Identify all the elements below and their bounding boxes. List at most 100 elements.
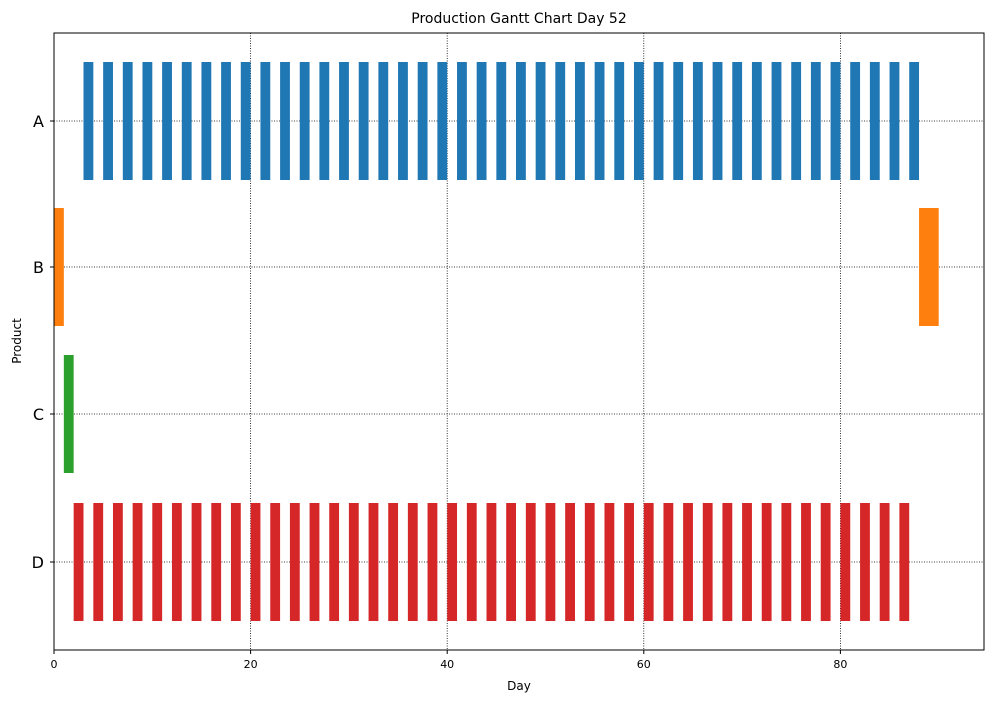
bar-a	[673, 62, 684, 180]
bar-a	[201, 62, 212, 180]
bar-d	[211, 503, 222, 621]
x-tick-label: 80	[833, 658, 847, 671]
bar-d	[407, 503, 418, 621]
y-tick-label: B	[33, 258, 44, 277]
bar-d	[722, 503, 733, 621]
bar-a	[221, 62, 231, 180]
bar-d	[466, 503, 477, 621]
bar-a	[830, 62, 841, 180]
bar-d	[152, 503, 163, 621]
bar-a	[516, 62, 526, 180]
bar-b	[54, 208, 64, 326]
bar-a	[398, 62, 408, 180]
bar-d	[840, 503, 851, 621]
bar-d	[604, 503, 615, 621]
bar-a	[909, 62, 920, 180]
bars	[54, 62, 939, 621]
bar-a	[574, 62, 585, 180]
bar-d	[545, 503, 556, 621]
bar-a	[457, 62, 467, 180]
y-tick-label: C	[33, 405, 44, 424]
bar-d	[230, 503, 241, 621]
bar-d	[486, 503, 497, 621]
bar-d	[820, 503, 831, 621]
bar-d	[93, 503, 104, 621]
bar-a	[83, 62, 94, 180]
plot-frame	[53, 32, 985, 651]
bar-d	[427, 503, 438, 621]
bar-a	[299, 62, 310, 180]
bar-a	[535, 62, 546, 180]
bar-d	[388, 503, 399, 621]
bar-a	[869, 62, 880, 180]
x-tick-label: 60	[637, 658, 651, 671]
bar-a	[122, 62, 133, 180]
bar-d	[171, 503, 182, 621]
bar-d	[112, 503, 123, 621]
chart-title: Production Gantt Chart Day 52	[411, 11, 627, 27]
bar-a	[181, 62, 192, 180]
bar-d	[584, 503, 595, 621]
bar-d	[368, 503, 379, 621]
bar-d	[643, 503, 654, 621]
bar-d	[860, 503, 870, 621]
bar-d	[525, 503, 536, 621]
y-axis: A B C D	[32, 112, 54, 572]
bar-a	[358, 62, 369, 180]
bar-a	[319, 62, 330, 180]
y-tick-label: A	[33, 112, 44, 131]
bar-d	[270, 503, 281, 621]
bar-d	[309, 503, 320, 621]
bar-a	[260, 62, 271, 180]
bar-a	[142, 62, 153, 180]
bar-d	[702, 503, 713, 621]
bar-a	[732, 62, 743, 180]
bar-d	[683, 503, 693, 621]
x-tick-label: 0	[51, 658, 58, 671]
bar-a	[791, 62, 802, 180]
bar-a	[594, 62, 605, 180]
bar-d	[191, 503, 202, 621]
bar-a	[692, 62, 703, 180]
bar-a	[240, 62, 251, 180]
bar-d	[899, 503, 910, 621]
bar-d	[781, 503, 792, 621]
bar-c	[63, 355, 74, 473]
bar-d	[663, 503, 674, 621]
bar-a	[339, 62, 349, 180]
bar-a	[712, 62, 723, 180]
bar-a	[889, 62, 900, 180]
bar-a	[653, 62, 664, 180]
bar-a	[437, 62, 448, 180]
bar-d	[73, 503, 84, 621]
y-tick-label: D	[32, 553, 44, 572]
bar-a	[633, 62, 644, 180]
y-axis-label: Product	[10, 318, 24, 364]
bar-a	[417, 62, 428, 180]
bar-b	[919, 208, 939, 326]
bar-a	[496, 62, 507, 180]
bar-a	[378, 62, 389, 180]
x-axis-label: Day	[507, 679, 531, 693]
bar-d	[624, 503, 634, 621]
bar-d	[801, 503, 811, 621]
x-tick-label: 20	[244, 658, 258, 671]
bar-d	[761, 503, 772, 621]
bar-a	[162, 62, 172, 180]
bar-d	[348, 503, 359, 621]
bar-a	[771, 62, 782, 180]
bar-d	[250, 503, 261, 621]
bar-d	[565, 503, 575, 621]
bar-d	[132, 503, 143, 621]
bar-d	[289, 503, 300, 621]
bar-a	[476, 62, 487, 180]
bar-a	[280, 62, 290, 180]
bar-d	[506, 503, 517, 621]
bar-d	[879, 503, 890, 621]
bar-a	[555, 62, 566, 180]
bar-a	[810, 62, 821, 180]
bar-a	[614, 62, 625, 180]
bar-a	[751, 62, 762, 180]
bar-d	[742, 503, 752, 621]
